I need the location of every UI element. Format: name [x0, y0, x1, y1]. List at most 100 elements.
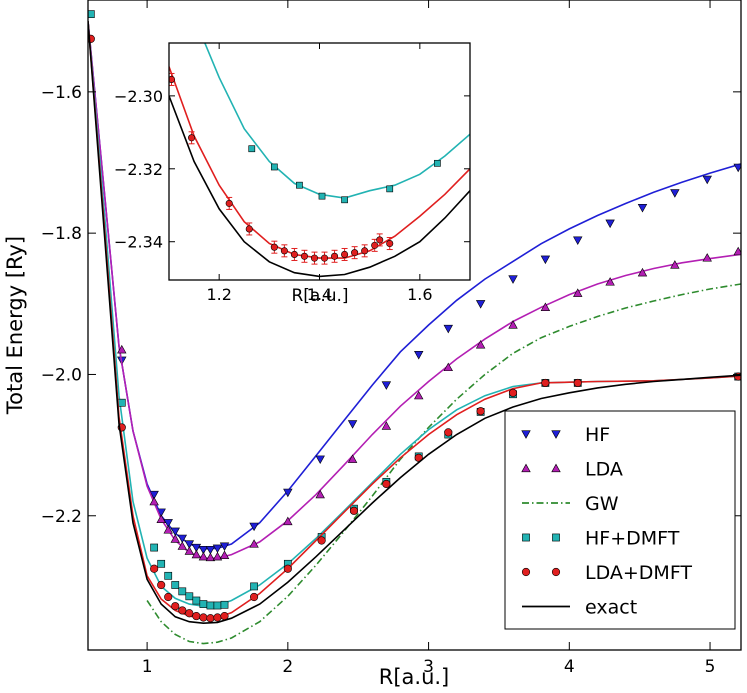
main-point-hf [637, 204, 648, 213]
main-y-tick-label: −1.6 [41, 83, 82, 103]
main-point-hf [205, 546, 216, 555]
main-point-lda-plus-dmft [199, 613, 208, 622]
main-point-lda [149, 496, 159, 506]
main-point-hf [315, 455, 325, 465]
legend-item-gw: GW [522, 493, 619, 515]
legend-item-hf: HF [521, 424, 610, 446]
main-point-hf [149, 490, 159, 500]
main-point-hf [249, 522, 259, 532]
inset-point-hf-plus-dmft [270, 163, 278, 171]
main-point-hf [381, 381, 392, 390]
main-point-lda-plus-dmft [150, 564, 159, 573]
inset-series-lda-plus-dmft [169, 66, 470, 265]
legend-marker-hf-plus-dmft [552, 533, 560, 542]
main-point-hf [283, 488, 293, 498]
main-point-lda-plus-dmft [573, 378, 582, 388]
main-point-hf [702, 175, 712, 185]
main-point-hf [670, 189, 680, 198]
main-point-lda-plus-dmft [206, 614, 215, 623]
legend-marker-lda [521, 463, 531, 473]
legend-box [504, 410, 736, 630]
main-x-tick-label: 5 [705, 657, 716, 677]
inset-y-tick-label: −2.30 [114, 87, 163, 106]
main-point-hf-plus-dmft [185, 592, 194, 601]
main-point-lda-plus-dmft [171, 602, 180, 611]
main-point-hf [191, 543, 202, 553]
main-point-hf-plus-dmft [192, 596, 201, 605]
main-point-hf [219, 542, 230, 551]
legend-marker-lda [551, 463, 561, 473]
main-y-axis-label: Total Energy [Ry] [3, 236, 27, 415]
inset-x-tick-label: 1.2 [206, 285, 231, 304]
main-point-lda [573, 288, 583, 297]
inset-x-axis-label: R[a.u.] [291, 286, 348, 306]
main-point-lda-plus-dmft [249, 592, 259, 602]
inset-y-tick-label: −2.32 [114, 160, 163, 179]
main-point-lda-plus-dmft [541, 378, 550, 388]
main-point-hf-plus-dmft [220, 600, 229, 609]
main-x-tick-label: 1 [142, 657, 153, 677]
main-point-hf [573, 236, 583, 246]
main-point-lda-plus-dmft [317, 536, 326, 545]
legend-item-exact: exact [522, 597, 637, 619]
main-point-lda [177, 541, 188, 550]
inset-x-tick-label: 1.4 [307, 285, 332, 304]
main-point-lda [163, 525, 173, 534]
main-point-hf-plus-dmft [250, 582, 258, 591]
main-point-hf [184, 540, 195, 549]
inset-point-lda-plus-dmft [300, 252, 308, 260]
main-point-lda-plus-dmft [349, 506, 359, 515]
legend-marker-hf-plus-dmft [522, 533, 530, 542]
inset-series-group [169, 43, 470, 278]
main-line-lda-plus-dmft [88, 21, 741, 620]
inset-point-hf-plus-dmft [318, 192, 326, 200]
main-point-lda [156, 514, 166, 523]
main-series-lda-plus-dmft [88, 21, 741, 623]
inset-point-lda-plus-dmft [188, 134, 196, 142]
main-point-hf [605, 219, 615, 229]
main-point-lda [191, 549, 202, 559]
inset-point-hf-plus-dmft [296, 181, 303, 189]
inset-point-hf-plus-dmft [248, 145, 256, 153]
inset-point-lda-plus-dmft [290, 250, 298, 259]
main-point-lda [347, 454, 358, 463]
inset-point-lda-plus-dmft [225, 199, 233, 207]
legend-marker-lda-plus-dmft [521, 567, 531, 577]
main-point-lda [315, 489, 325, 499]
main-point-lda [508, 320, 518, 329]
inset-point-lda-plus-dmft [310, 254, 319, 262]
inset-point-lda-plus-dmft [341, 250, 349, 259]
main-point-lda [540, 302, 551, 311]
inset-ticks: 1.2 1.4 1.6 −2.30 −2.32 −2.34 [114, 43, 470, 304]
legend-entries: HF LDA GW HF+DMFT LDA+DMFT exact [521, 424, 692, 619]
inset-point-hf-plus-dmft [341, 196, 348, 204]
main-y-tick-label: −1.8 [41, 224, 82, 244]
main-series-gw [146, 283, 741, 645]
legend: HF LDA GW HF+DMFT LDA+DMFT exact [504, 410, 736, 630]
legend-marker-lda-plus-dmft [551, 567, 561, 577]
main-point-hf [733, 163, 741, 173]
inset-point-lda-plus-dmft [270, 243, 278, 251]
main-point-lda-plus-dmft [178, 606, 187, 615]
main-point-lda-plus-dmft [192, 612, 201, 621]
main-series-lda [88, 21, 741, 562]
main-point-hf-plus-dmft [88, 10, 95, 19]
main-series-exact [88, 21, 741, 625]
inset-point-hf-plus-dmft [434, 159, 441, 167]
inset-plot: 1.2 1.4 1.6 −2.30 −2.32 −2.34 R[a.u.] [114, 42, 471, 306]
legend-item-lda: LDA [521, 459, 623, 481]
inset-point-lda-plus-dmft [169, 75, 176, 84]
main-point-hf [170, 527, 180, 537]
main-point-hf-plus-dmft [213, 601, 222, 610]
main-point-lda [205, 552, 216, 562]
main-point-hf [177, 534, 188, 544]
main-point-hf [414, 351, 424, 360]
inset-point-lda-plus-dmft [386, 239, 394, 248]
main-point-hf [540, 255, 551, 265]
legend-marker-hf [551, 430, 561, 439]
main-y-tick-label: −2.2 [41, 507, 82, 527]
inset-line-lda-plus-dmft [169, 66, 470, 259]
main-plot: 1 2 3 4 5 −1.6 −1.8 −2.0 −2.2 R[a.u.] Total Ener… [3, 0, 742, 689]
legend-label-lda-plus-dmft: LDA+DMFT [585, 562, 692, 584]
inset-y-tick-label: −2.34 [114, 233, 163, 252]
